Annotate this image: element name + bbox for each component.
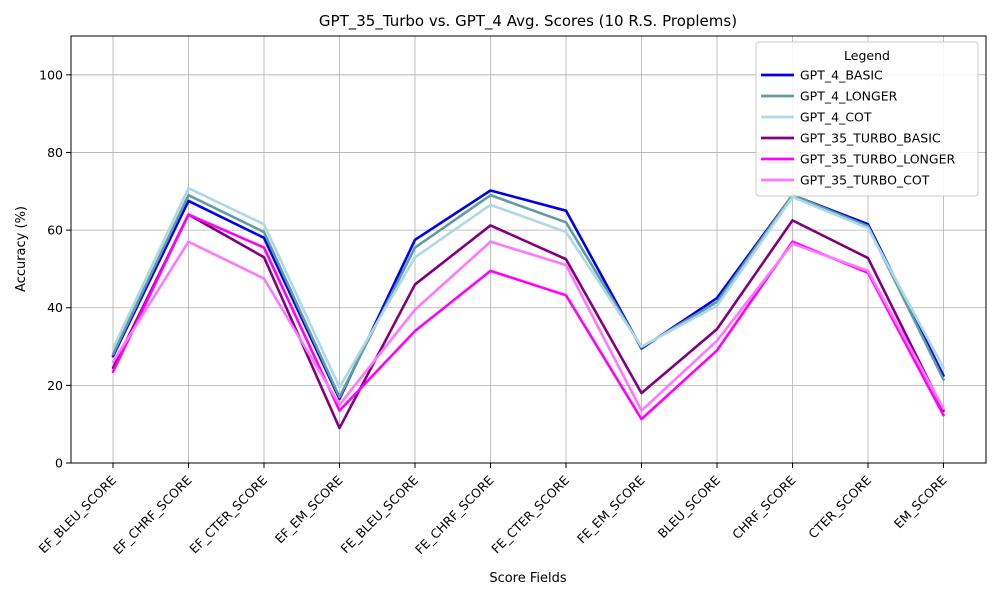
x-tick-label: FE_CHRF_SCORE (412, 472, 497, 557)
legend-label: GPT_35_TURBO_COT (800, 173, 930, 188)
x-tick-label: EF_BLEU_SCORE (35, 472, 119, 556)
y-tick-label: 20 (47, 378, 63, 393)
series-line-gpt-35-turbo-basic (111, 213, 945, 430)
series-lines (111, 186, 945, 430)
legend-label: GPT_35_TURBO_BASIC (800, 131, 941, 146)
x-tick-label: EF_EM_SCORE (272, 472, 346, 546)
x-tick-label: CHRF_SCORE (729, 472, 799, 542)
x-tick-label: FE_EM_SCORE (574, 472, 648, 546)
x-tick-label: EF_CHRF_SCORE (110, 472, 195, 557)
series-line-gpt-4-longer (111, 193, 945, 399)
x-tick-label: CTER_SCORE (805, 472, 874, 541)
x-tick-label: FE_BLEU_SCORE (337, 472, 421, 556)
series-line-gpt-4-cot (111, 186, 945, 389)
y-tick-label: 100 (39, 67, 63, 82)
y-axis-label: Accuracy (%) (14, 206, 29, 292)
legend-label: GPT_4_BASIC (800, 68, 883, 83)
x-axis-label: Score Fields (489, 571, 567, 586)
y-tick-label: 80 (47, 145, 63, 160)
legend: Legend GPT_4_BASICGPT_4_LONGERGPT_4_COTG… (755, 41, 979, 197)
x-tick-label: FE_CTER_SCORE (488, 472, 572, 556)
legend-label: GPT_4_LONGER (800, 89, 898, 104)
x-tick-label: BLEU_SCORE (655, 472, 724, 541)
legend-items: GPT_4_BASIC GPT_4_LONGER GPT_4_COT GPT_35_T… (761, 68, 955, 188)
x-tick-label: EF_CTER_SCORE (186, 472, 270, 556)
legend-title: Legend (844, 48, 890, 63)
legend-label: GPT_35_TURBO_LONGER (800, 152, 955, 167)
y-tick-label: 60 (47, 223, 63, 238)
y-tick-label: 0 (55, 456, 63, 471)
y-axis-ticks: 0 20 40 60 80 100 (39, 67, 71, 471)
plot-frame (70, 35, 987, 464)
x-tick-label: EM_SCORE (891, 472, 950, 531)
legend-label: GPT_4_COT (800, 110, 872, 125)
series-line-gpt-35-turbo-cot (111, 240, 945, 412)
chart-title: GPT_35_Turbo vs. GPT_4 Avg. Scores (10 R… (319, 12, 737, 31)
y-tick-label: 40 (47, 300, 63, 315)
legend-box (755, 41, 979, 197)
